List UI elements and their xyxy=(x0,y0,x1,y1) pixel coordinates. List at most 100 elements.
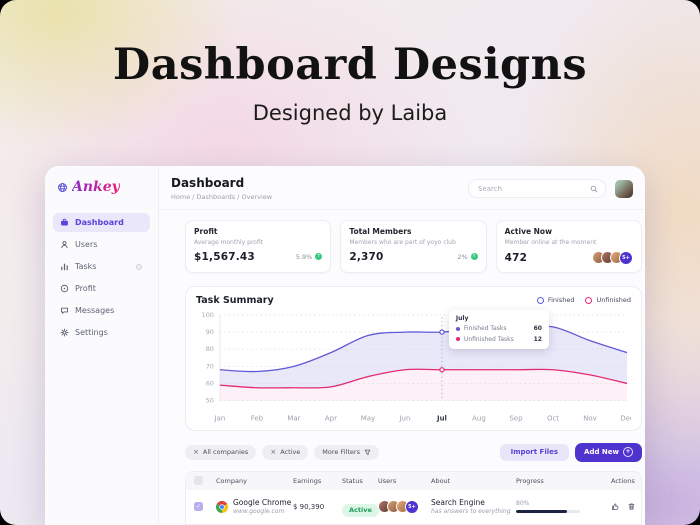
tasks-options-icon[interactable] xyxy=(135,263,143,271)
stat-title: Profit xyxy=(194,227,218,236)
progress-label: 80% xyxy=(516,500,530,508)
like-icon[interactable] xyxy=(611,502,620,511)
svg-text:Aug: Aug xyxy=(472,414,486,422)
chrome-logo-icon xyxy=(216,501,228,513)
dashboard-icon xyxy=(61,218,68,226)
search-box xyxy=(468,179,606,198)
svg-text:Apr: Apr xyxy=(325,414,337,422)
svg-text:50: 50 xyxy=(206,396,214,404)
stat-value: $1,567.43 xyxy=(194,250,255,263)
plus-icon: + xyxy=(623,447,633,458)
settings-icon xyxy=(60,328,69,337)
chart-legend: Finished Unfinished xyxy=(536,296,631,304)
trend-up-icon: ↑ xyxy=(315,253,323,260)
about-title: Search Engine xyxy=(431,498,485,508)
active-avatars: 5+ xyxy=(591,250,633,265)
sidebar-item-label: Tasks xyxy=(75,262,97,271)
stat-cards: Profit Average monthly profit $1,567.43 … xyxy=(185,220,642,273)
avatars-more-badge: 5+ xyxy=(405,499,419,514)
sidebar-item-profit[interactable]: Profit xyxy=(53,279,150,298)
progress-cell: 80% xyxy=(516,500,611,514)
filter-chip-companies[interactable]: × All companies xyxy=(185,444,257,460)
logo-text: Ankey xyxy=(72,179,120,195)
sidebar-item-settings[interactable]: Settings xyxy=(53,323,150,342)
page-title: Dashboard xyxy=(171,176,245,190)
svg-text:100: 100 xyxy=(202,310,214,318)
filter-chip-active[interactable]: × Active xyxy=(262,444,309,460)
table-header: Company Earnings Status Users About Prog… xyxy=(186,471,641,490)
task-summary-chart: 100 90 80 70 60 50 Jan Feb Mar Apr May Jun Jul Aug Sep… xyxy=(202,310,631,422)
col-earnings: Earnings xyxy=(293,476,322,485)
earnings-value: $ 90,390 xyxy=(293,502,325,511)
status-badge: Active xyxy=(342,503,379,517)
col-actions: Actions xyxy=(611,476,635,485)
stat-subtitle: Member online at the moment xyxy=(504,238,597,246)
import-files-button[interactable]: Import Files xyxy=(499,443,570,461)
progress-bar xyxy=(516,509,580,514)
row-checkbox[interactable]: ✓ xyxy=(194,502,203,512)
sidebar-item-messages[interactable]: Messages xyxy=(53,301,150,320)
user-avatar[interactable] xyxy=(615,179,633,198)
sidebar-item-label: Users xyxy=(75,240,98,249)
stat-card-active-now: Active Now Member online at the moment 4… xyxy=(495,220,642,273)
stat-card-profit: Profit Average monthly profit $1,567.43 … xyxy=(185,220,332,273)
svg-text:Jan: Jan xyxy=(214,414,226,422)
legend-finished[interactable]: Finished xyxy=(536,296,574,304)
stat-value: 472 xyxy=(504,251,528,264)
col-users: Users xyxy=(378,476,397,485)
tasks-icon xyxy=(61,263,68,271)
stat-card-members: Total Members Members who are part of yo… xyxy=(340,220,487,273)
tooltip-dot-unfinished xyxy=(455,337,460,341)
users-icon xyxy=(61,240,68,249)
stat-title: Total Members xyxy=(349,227,412,236)
stat-subtitle: Average monthly profit xyxy=(194,238,264,246)
hero: Dashboard Designs Designed by Laiba xyxy=(0,40,700,125)
sidebar-item-tasks[interactable]: Tasks xyxy=(53,257,150,276)
legend-dot-finished xyxy=(536,296,544,304)
sidebar-item-users[interactable]: Users xyxy=(53,235,150,254)
svg-text:Jun: Jun xyxy=(399,414,411,422)
search-icon xyxy=(590,185,598,192)
table-row: ✓ Google Chrome www.google.com $ 90,390 … xyxy=(186,490,641,524)
sidebar: Ankey Dashboard Users Tasks xyxy=(45,166,159,525)
close-icon[interactable]: × xyxy=(270,448,277,457)
app-header: Dashboard Home / Dashboards / Overview xyxy=(159,166,645,210)
stat-delta: 5.9% ↑ xyxy=(295,252,323,261)
hero-subtitle: Designed by Laiba xyxy=(252,101,448,125)
svg-text:Oct: Oct xyxy=(547,414,559,422)
col-company: Company xyxy=(216,476,247,485)
chart-title: Task Summary xyxy=(196,294,274,306)
search-input[interactable] xyxy=(476,183,586,194)
task-summary-card: Task Summary Finished Unfinished 100 90 80… xyxy=(185,285,642,431)
svg-text:70: 70 xyxy=(206,362,214,370)
sidebar-item-dashboard[interactable]: Dashboard xyxy=(53,213,150,232)
sidebar-item-label: Settings xyxy=(75,328,108,337)
chart-area: 100 90 80 70 60 50 Jan Feb Mar Apr May Jun Jul Aug Sep… xyxy=(196,309,631,426)
close-icon[interactable]: × xyxy=(193,448,199,457)
chart-tooltip: July Finished Tasks 60 Unfinished Tasks 12 xyxy=(448,309,549,349)
svg-text:May: May xyxy=(361,414,375,422)
row-actions xyxy=(611,502,641,511)
company-name[interactable]: Google Chrome xyxy=(233,498,292,508)
profit-icon xyxy=(60,284,69,293)
stat-title: Active Now xyxy=(504,227,553,236)
stat-value: 2,370 xyxy=(349,250,384,263)
tooltip-dot-finished xyxy=(455,326,460,331)
content: Profit Average monthly profit $1,567.43 … xyxy=(159,210,645,525)
more-filters-button[interactable]: More Filters xyxy=(314,444,379,460)
progress-fill xyxy=(516,509,568,514)
col-progress: Progress xyxy=(516,476,544,485)
legend-unfinished[interactable]: Unfinished xyxy=(585,296,631,304)
app-logo[interactable]: Ankey xyxy=(45,176,158,210)
stat-delta: 2% ↑ xyxy=(457,252,478,261)
delete-icon[interactable] xyxy=(627,502,636,511)
select-all-checkbox[interactable] xyxy=(194,476,203,486)
svg-text:Sep: Sep xyxy=(509,414,523,422)
companies-table: Company Earnings Status Users About Prog… xyxy=(185,470,642,525)
svg-text:Nov: Nov xyxy=(583,414,597,422)
svg-text:Jul: Jul xyxy=(436,414,447,422)
company-url[interactable]: www.google.com xyxy=(233,508,285,516)
avatars-more-badge: 5+ xyxy=(618,250,633,265)
add-new-button[interactable]: Add New + xyxy=(575,442,642,462)
about-subtitle: has answers to everything xyxy=(431,508,511,516)
